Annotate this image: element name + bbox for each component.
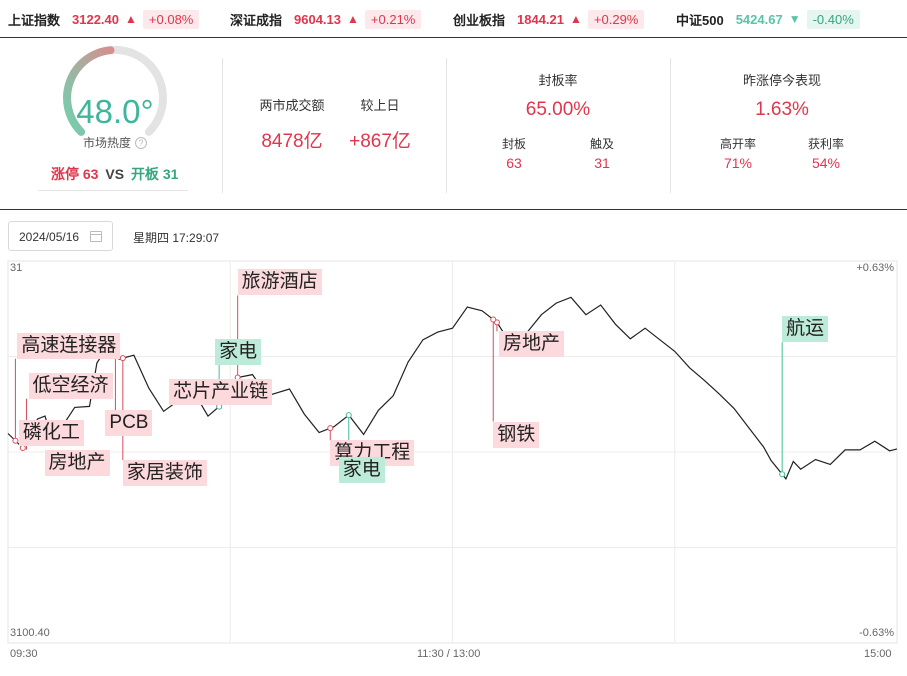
profit-label: 获利率 (807, 137, 844, 151)
divider (222, 58, 223, 193)
yesterday-value: 1.63% (755, 99, 809, 120)
date-picker[interactable]: 2024/05/16 (8, 221, 113, 251)
vs-label: VS (105, 166, 125, 182)
gauge-arc (63, 46, 167, 136)
sealed-label: 封板 (501, 137, 526, 151)
index-change: +0.21% (364, 9, 422, 29)
annotation-tag[interactable]: PCB (105, 410, 153, 437)
opened-count: 31 (162, 166, 179, 182)
index-value: 3122.40 (72, 11, 120, 27)
index-ticker-bar: 上证指数 3122.40 ▲ +0.08% 深证成指 9604.13 ▲ +0.… (0, 0, 907, 38)
annotation-marker (216, 403, 223, 410)
heat-value: 48.0° (76, 93, 154, 130)
pct-top-label: +0.63% (856, 262, 894, 274)
annotation-marker (119, 355, 126, 362)
heat-label-text: 市场热度 (82, 136, 131, 150)
market-stats-panel: 48.0° 市场热度? 涨停 63 VS 开板 31 两市成交额 8478亿 较… (0, 38, 907, 210)
intraday-chart: 31 +0.63% 3100.40 -0.63% 09:30 11:30 / 1… (0, 256, 907, 676)
annotation-marker (19, 444, 26, 451)
annotation-tag[interactable]: 房地产 (44, 449, 110, 476)
index-value: 5424.67 (735, 11, 783, 27)
annotation-tag[interactable]: 航运 (782, 316, 829, 343)
annotation-tag[interactable]: 高速连接器 (17, 332, 121, 359)
limit-up-label: 涨停 (51, 166, 79, 182)
annotation-marker (779, 471, 786, 478)
annotation-tag[interactable]: 家电 (338, 457, 385, 484)
index-value: 1844.21 (517, 11, 565, 27)
annotation-marker (327, 425, 334, 432)
y-top-label: 31 (10, 262, 23, 274)
annotation-marker (345, 412, 352, 419)
compare-value: +867亿 (349, 131, 411, 152)
help-icon[interactable]: ? (135, 137, 147, 149)
gauge-divider (38, 190, 188, 191)
pct-bottom-label: -0.63% (859, 627, 894, 639)
annotation-tag[interactable]: 旅游酒店 (237, 269, 322, 296)
annotation-marker (490, 316, 497, 323)
index-item[interactable]: 上证指数 3122.40 ▲ +0.08% (8, 8, 200, 30)
index-item[interactable]: 中证500 5424.67 ▼ -0.40% (676, 8, 860, 30)
limit-up-count: 63 (82, 166, 99, 182)
profit-value: 54% (811, 155, 841, 171)
touched-count: 31 (594, 155, 610, 171)
high-open-label: 高开率 (719, 137, 756, 151)
compare-title: 较上日 (360, 98, 400, 113)
index-name: 创业板指 (453, 12, 506, 28)
up-arrow-icon: ▲ (570, 12, 582, 26)
divider (446, 58, 447, 193)
yesterday-title: 昨涨停今表现 (742, 73, 821, 88)
touched-label: 触及 (589, 137, 614, 151)
annotation-tag[interactable]: 家居装饰 (122, 460, 207, 487)
y-bottom-label: 3100.40 (10, 627, 50, 639)
divider (670, 58, 671, 193)
up-arrow-icon: ▲ (347, 12, 359, 26)
seal-rate-title: 封板率 (538, 73, 578, 88)
annotation-tag[interactable]: 家电 (215, 338, 262, 365)
down-arrow-icon: ▼ (788, 12, 801, 26)
index-item[interactable]: 深证成指 9604.13 ▲ +0.21% (230, 8, 422, 30)
x-label-start: 09:30 (10, 648, 38, 660)
weekday-time: 星期四 17:29:07 (133, 231, 220, 245)
annotation-tag[interactable]: 磷化工 (18, 419, 84, 446)
index-name: 上证指数 (8, 12, 61, 28)
price-line (7, 296, 898, 480)
turnover-value: 8478亿 (261, 131, 323, 152)
calendar-icon (90, 231, 102, 242)
x-label-mid: 11:30 / 13:00 (417, 648, 481, 660)
turnover-title: 两市成交额 (259, 98, 325, 113)
limit-up-summary: 涨停 63 VS 开板 31 (51, 164, 178, 184)
index-change: +0.29% (587, 9, 645, 29)
annotation-tag[interactable]: 房地产 (498, 331, 564, 358)
opened-label: 开板 (130, 166, 159, 182)
annotation-marker (12, 437, 19, 444)
index-value: 9604.13 (294, 11, 342, 27)
heat-label: 市场热度? (30, 134, 200, 151)
annotation-tag[interactable]: 钢铁 (493, 421, 540, 448)
x-label-end: 15:00 (864, 648, 892, 660)
sealed-count: 63 (506, 155, 522, 171)
seal-rate-value: 65.00% (525, 99, 591, 120)
annotation-tag[interactable]: 芯片产业链 (169, 378, 273, 405)
index-change: +0.08% (142, 9, 200, 29)
up-arrow-icon: ▲ (125, 12, 137, 26)
annotation-tag[interactable]: 低空经济 (28, 372, 113, 399)
high-open-value: 71% (723, 155, 753, 171)
index-item[interactable]: 创业板指 1844.21 ▲ +0.29% (453, 8, 645, 30)
date-value: 2024/05/16 (19, 230, 80, 244)
index-name: 深证成指 (230, 12, 283, 28)
gauge-fill (63, 46, 115, 136)
index-change: -0.40% (806, 9, 860, 29)
index-name: 中证500 (676, 12, 724, 28)
